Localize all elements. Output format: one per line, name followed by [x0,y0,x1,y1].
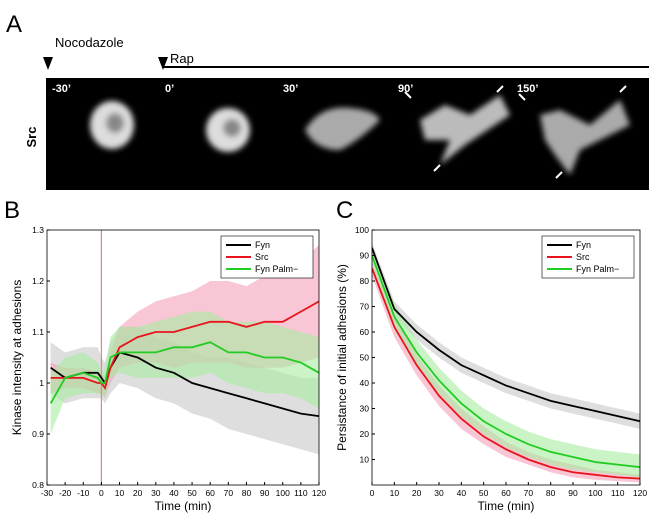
x-tick-label: 0 [99,488,104,498]
plot-frame [46,229,320,486]
plot-area [49,230,319,485]
panel-label: B [4,197,20,224]
y-tick-label: 80 [360,276,370,286]
x-tick-label: 110 [294,488,308,498]
x-tick-label: 0 [370,488,375,498]
marker [43,57,53,70]
series-line [372,267,640,480]
y-tick-label: 60 [360,327,370,337]
x-tick-label: 70 [224,488,234,498]
y-tick-label: 90 [360,251,370,261]
y-axis-label: Persistance of initial adhesions (%) [335,264,349,451]
panel-label: C [336,197,353,224]
x-tick-label: 30 [151,488,161,498]
time-label: 30’ [283,83,298,95]
band [372,242,640,429]
legend-label: Src [576,252,590,262]
y-tick-label: 50 [360,353,370,363]
x-tick-label: 80 [242,488,252,498]
y-tick-label: 40 [360,378,370,388]
y-tick-label: 1.2 [32,276,44,286]
y-tick-label: 10 [360,455,370,465]
x-axis-label: Time (min) [155,499,212,513]
x-tick-label: 60 [205,488,215,498]
legend-label: Fyn [255,240,270,250]
legend-label: Fyn Palm− [576,264,619,274]
series-line [49,341,319,404]
y-tick-label: 70 [360,302,370,312]
time-labels: -30’ 0’ 30’ 90’ 150’ [52,83,538,95]
x-tick-label: 90 [260,488,270,498]
x-axis-label: Time (min) [478,499,535,513]
x-tick-label: -10 [77,488,90,498]
plot-area [372,242,640,483]
x-tick-label: 90 [568,488,578,498]
x-tick-label: 10 [390,488,400,498]
x-tick-label: 70 [524,488,534,498]
x-tick-label: 40 [457,488,467,498]
y-tick-label: 1.1 [32,327,44,337]
drug-label: Rap [170,51,194,66]
legend-label: Src [255,252,269,262]
x-tick-label: 40 [169,488,179,498]
legend-label: Fyn Palm− [255,264,298,274]
y-tick-label: 30 [360,404,370,414]
legend-label: Fyn [576,240,591,250]
x-tick-label: 50 [479,488,489,498]
x-tick-label: 10 [115,488,125,498]
series-line [372,247,640,423]
band [50,311,319,434]
x-tick-label: 20 [412,488,422,498]
marker [158,57,168,70]
y-tick-label: 100 [355,225,369,235]
x-tick-label: 80 [546,488,556,498]
y-tick-label: 0.8 [32,480,44,490]
time-label: 0’ [165,83,174,95]
y-tick-label: 20 [360,429,370,439]
time-label: 90’ [398,83,413,95]
arrows [404,85,627,179]
x-tick-label: 60 [501,488,511,498]
x-tick-label: -20 [59,488,72,498]
x-tick-label: 120 [633,488,647,498]
series-line [50,351,319,418]
y-tick-label: 1.3 [32,225,44,235]
x-tick-label: 120 [312,488,326,498]
x-tick-label: 30 [434,488,444,498]
x-tick-label: 100 [276,488,290,498]
row-label: Src [24,127,39,148]
x-tick-label: 50 [187,488,197,498]
y-tick-label: 1 [39,378,44,388]
series-line [372,255,640,469]
drug-label: Nocodazole [55,35,124,50]
x-tick-label: -30 [41,488,54,498]
cell-images [90,95,630,175]
time-label: -30’ [52,83,71,95]
time-label: 150’ [517,83,538,95]
panel-label: A [6,11,22,38]
x-tick-label: 110 [611,488,625,498]
y-tick-label: 0.9 [32,429,44,439]
series-line [50,300,319,391]
y-axis-label: Kinase intensity at adhesions [10,280,24,435]
x-tick-label: 20 [133,488,143,498]
x-tick-label: 100 [588,488,602,498]
